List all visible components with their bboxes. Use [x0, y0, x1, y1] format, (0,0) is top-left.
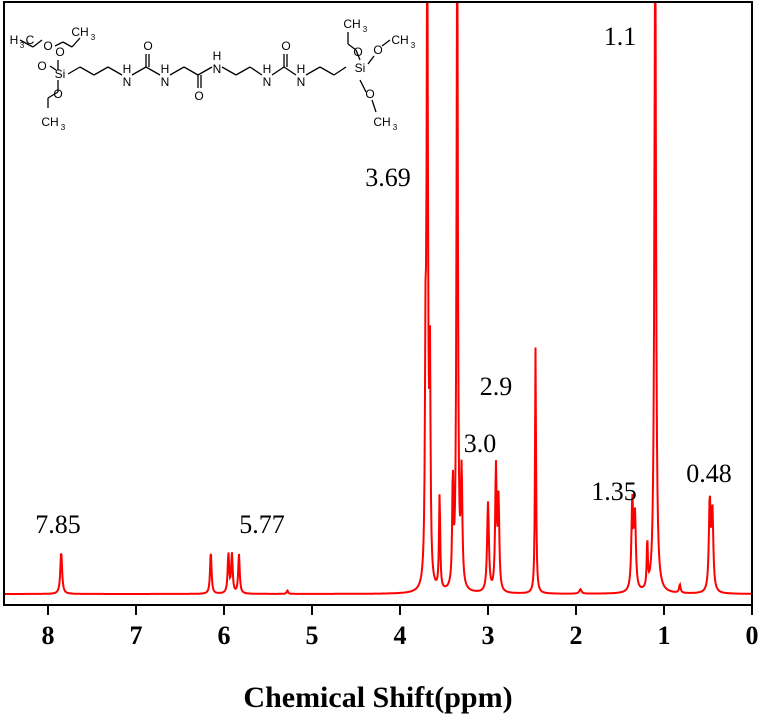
peak-annotation-label: 5.77 — [239, 510, 285, 539]
x-tick-label: 3 — [482, 621, 495, 650]
nh-n-label: N — [263, 75, 272, 89]
silicon-label: Si — [55, 67, 66, 81]
x-tick-label: 0 — [746, 621, 759, 650]
oxygen-label: O — [37, 59, 46, 73]
peak-annotation-label: 3.0 — [464, 429, 497, 458]
nh-n-label: N — [297, 75, 306, 89]
ch3-label: CH — [71, 25, 88, 39]
x-tick-label: 6 — [218, 621, 231, 650]
carbonyl-oxygen-label: O — [194, 89, 203, 103]
oxygen-label: O — [373, 43, 382, 57]
ch3-label: CH — [391, 33, 408, 47]
nh-h-label: H — [263, 62, 272, 76]
peak-annotation-label: 7.85 — [35, 510, 81, 539]
oxygen-label: O — [55, 45, 64, 59]
ch3-subscript: 3 — [61, 123, 66, 132]
nh-h-label: H — [161, 62, 170, 76]
ch3-label: CH — [41, 115, 58, 129]
carbonyl-oxygen-label: O — [281, 39, 290, 53]
oxygen-label: O — [353, 45, 362, 59]
x-tick-label: 8 — [42, 621, 55, 650]
ch3-subscript: 3 — [363, 25, 368, 34]
nh-n-label: N — [161, 75, 170, 89]
nh-n-label: N — [213, 62, 222, 76]
x-tick-label: 5 — [306, 621, 319, 650]
silicon-label: Si — [355, 61, 366, 75]
x-axis-tick-labels: 8 7 6 5 4 3 2 1 0 — [42, 621, 759, 650]
chemical-structure — [19, 32, 391, 113]
nh-h-label: H — [297, 62, 306, 76]
spectrum-series-line — [5, 3, 751, 595]
oxygen-label: O — [365, 87, 374, 101]
x-tick-label: 4 — [394, 621, 407, 650]
nh-h-label: H — [213, 49, 222, 63]
ch3-label: CH — [373, 115, 390, 129]
x-tick-label: 2 — [570, 621, 583, 650]
nh-n-label: N — [123, 75, 132, 89]
x-axis-title: Chemical Shift(ppm) — [243, 681, 512, 714]
ch3-subscript: 3 — [411, 41, 416, 50]
h3c-subscript: 3 — [20, 41, 25, 50]
h3c-label: H — [10, 33, 19, 47]
peak-annotation-label: 1.1 — [604, 22, 637, 51]
carbonyl-oxygen-label: O — [143, 39, 152, 53]
x-tick-label: 1 — [658, 621, 671, 650]
ch3-subscript: 3 — [91, 33, 96, 42]
nh-h-label: H — [123, 62, 132, 76]
x-axis-ticks — [47, 605, 753, 615]
peak-annotation-label: 0.48 — [686, 459, 732, 488]
oxygen-label: O — [43, 39, 52, 53]
peak-annotation-label: 3.69 — [365, 163, 411, 192]
peak-annotation-label: 2.9 — [480, 372, 513, 401]
plot-frame — [3, 1, 753, 606]
oxygen-label: O — [53, 87, 62, 101]
ch3-label: CH — [343, 17, 360, 31]
ch3-subscript: 3 — [393, 123, 398, 132]
x-tick-label: 7 — [130, 621, 143, 650]
peak-annotation-label: 1.35 — [591, 477, 637, 506]
peak-annotations: 7.85 5.77 3.69 3.0 2.9 1.35 1.1 0.48 — [35, 22, 732, 539]
h3c-label: C — [26, 33, 35, 47]
